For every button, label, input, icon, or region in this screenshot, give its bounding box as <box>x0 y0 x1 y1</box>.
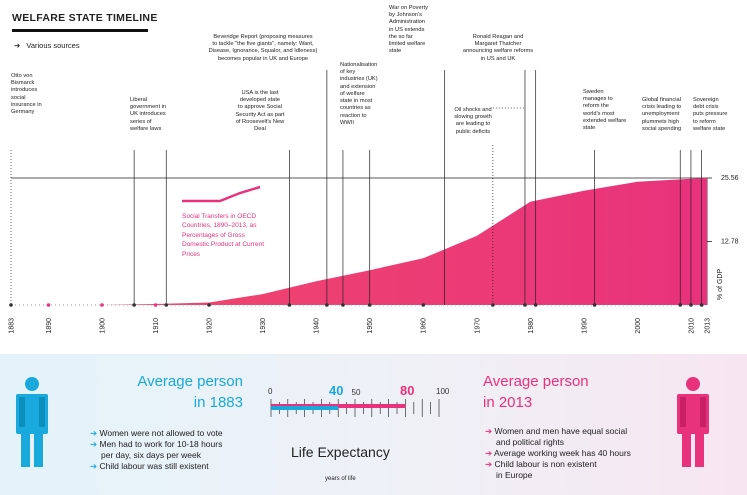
event-dot <box>592 303 597 307</box>
xtick-label: 2010 <box>688 318 695 334</box>
xtick-label: 2000 <box>635 318 642 334</box>
bottom-panel <box>0 354 747 495</box>
event-dot <box>523 303 527 307</box>
page-title: WELFARE STATE TIMELINE <box>12 12 158 24</box>
xtick-label: 1930 <box>260 318 267 334</box>
right-facts: ➔ Women and men have equal social and po… <box>485 426 631 480</box>
xtick-label: 2013 <box>705 318 712 334</box>
area-series <box>11 178 707 305</box>
annotation-sovereign-debt: Sovereign debt crisis puts pressure to refo… <box>693 97 728 132</box>
ytick-label: 12.78 <box>721 239 739 246</box>
series-caption: Social Transfers in OECD Countries, 1890… <box>182 213 265 258</box>
annotation-reagan-thatcher: Ronald Reagan and Margaret Thatcher announ… <box>462 34 534 62</box>
xtick-label: 1990 <box>581 318 588 334</box>
annotation-war-on-poverty: War on Poverty by Johnson's Administration… <box>389 5 428 55</box>
event-dot <box>9 303 13 307</box>
xtick-label: 1910 <box>153 318 160 334</box>
annotation-sweden: Sweden manages to reform the world's most ex… <box>583 89 627 132</box>
event-dot <box>491 303 495 307</box>
left-title: Average person in 1883 <box>137 373 243 411</box>
life-2013-value: 80 <box>400 383 415 398</box>
arrow-icon: ➔ <box>14 41 21 50</box>
xtick-label: 1900 <box>100 318 107 334</box>
event-dot <box>341 303 345 307</box>
annotation-nationalisation: Nationalisation of key industries (UK) and … <box>340 62 378 126</box>
event-dot <box>421 303 426 307</box>
xtick-label: 1940 <box>314 318 321 334</box>
annotation-usa: USA is the last developed state to approve… <box>235 90 285 133</box>
ytick-label: 25.56 <box>721 175 739 182</box>
xtick-label: 1960 <box>421 318 428 334</box>
title-underline <box>12 29 148 32</box>
event-dot <box>325 303 329 307</box>
event-dot <box>132 303 136 307</box>
legend-swatch <box>182 185 261 203</box>
event-dot <box>100 303 104 307</box>
annotation-bismarck: Otto von Bismarck introduces social insuranc… <box>11 73 42 116</box>
left-facts: ➔ Women were not allowed to vote ➔ Men h… <box>90 428 223 471</box>
event-dot <box>207 303 211 307</box>
event-dot <box>46 303 51 307</box>
timeline-chart: 25.56 12.78 % of GDP 1883 1890 1900 1910 1920 19… <box>9 70 739 334</box>
sources-note: ➔ Various sources <box>14 41 80 50</box>
event-dot <box>689 303 693 307</box>
sources-text: Various sources <box>26 41 80 50</box>
scale-0: 0 <box>268 387 273 396</box>
person-2013-icon <box>677 377 709 469</box>
life-expectancy-sub: years of life <box>325 476 356 482</box>
event-dot <box>164 303 169 307</box>
ylabel: % of GDP <box>717 269 724 300</box>
event-dot <box>678 303 683 307</box>
scale-100: 100 <box>436 387 450 396</box>
event-dot <box>153 303 158 307</box>
xtick-label: 1890 <box>46 318 53 334</box>
event-dot <box>533 303 538 307</box>
person-1883-icon <box>16 377 48 469</box>
event-dot <box>287 303 292 307</box>
life-1883-value: 40 <box>329 383 344 398</box>
event-dot <box>699 303 704 307</box>
xtick-label: 1970 <box>474 318 481 334</box>
xtick-label: 1950 <box>367 318 374 334</box>
xtick-label: 1883 <box>9 318 16 334</box>
right-title: Average person in 2013 <box>483 373 589 411</box>
annotation-liberal: Liberal government in UK introduces series … <box>130 97 167 132</box>
event-dot <box>367 303 372 307</box>
annotation-oil-shocks: Oil shocks and slowing growth are leading … <box>454 107 492 135</box>
xtick-label: 1920 <box>207 318 214 334</box>
life-expectancy-title: Life Expectancy <box>291 444 390 460</box>
xtick-label: 1980 <box>528 318 535 334</box>
annotation-financial-crisis: Global financial crisis leading to unemplo… <box>642 97 682 132</box>
annotation-beveridge: Beveridge Report (proposing measures to t… <box>208 34 318 62</box>
